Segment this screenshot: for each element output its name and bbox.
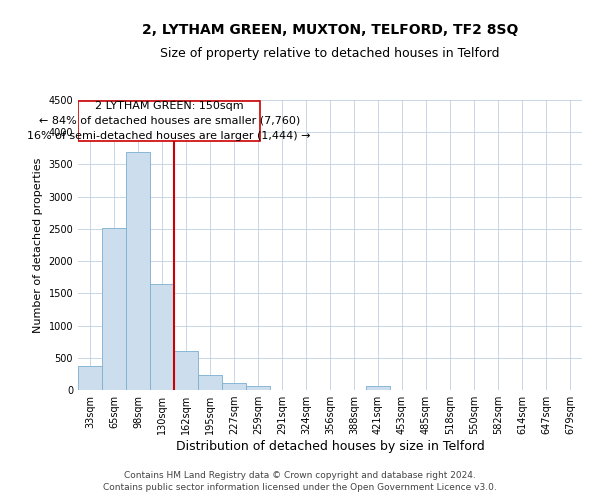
X-axis label: Distribution of detached houses by size in Telford: Distribution of detached houses by size … <box>176 440 484 453</box>
Text: 2 LYTHAM GREEN: 150sqm
← 84% of detached houses are smaller (7,760)
16% of semi-: 2 LYTHAM GREEN: 150sqm ← 84% of detached… <box>28 101 311 140</box>
Y-axis label: Number of detached properties: Number of detached properties <box>33 158 43 332</box>
Bar <box>102 228 126 390</box>
Bar <box>126 152 150 390</box>
Bar <box>150 284 174 390</box>
Text: Size of property relative to detached houses in Telford: Size of property relative to detached ho… <box>160 48 500 60</box>
Bar <box>222 383 246 390</box>
Bar <box>174 352 198 390</box>
Text: 2, LYTHAM GREEN, MUXTON, TELFORD, TF2 8SQ: 2, LYTHAM GREEN, MUXTON, TELFORD, TF2 8S… <box>142 22 518 36</box>
Bar <box>366 386 390 390</box>
FancyBboxPatch shape <box>78 102 260 140</box>
Bar <box>198 374 222 390</box>
Bar <box>78 366 102 390</box>
Text: Contains HM Land Registry data © Crown copyright and database right 2024.
Contai: Contains HM Land Registry data © Crown c… <box>103 471 497 492</box>
Bar <box>246 386 270 390</box>
